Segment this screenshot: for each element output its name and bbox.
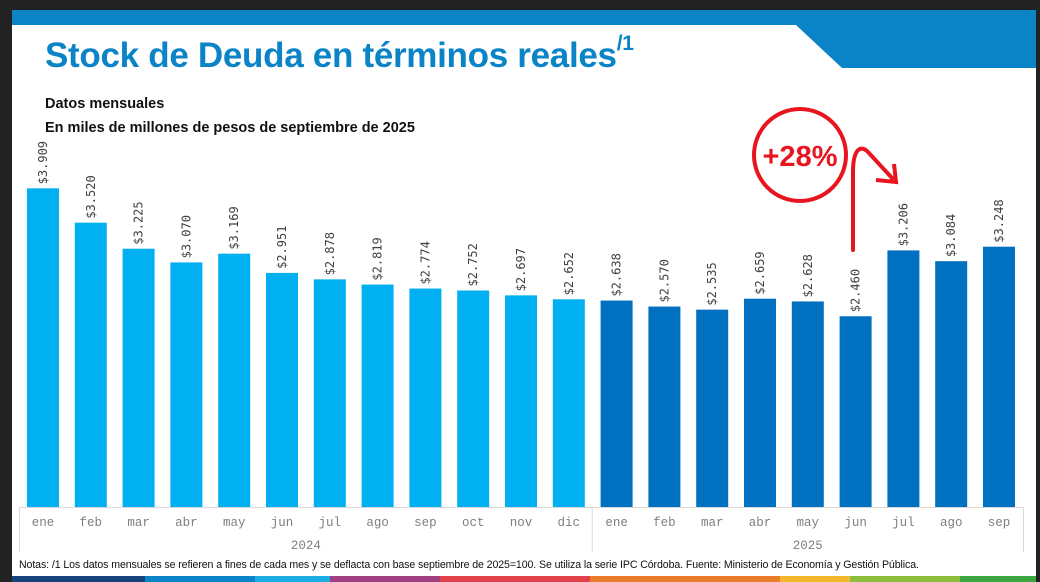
value-label: $3.206 xyxy=(896,203,910,246)
value-label: $3.084 xyxy=(944,214,958,257)
stripe-segment xyxy=(330,576,440,582)
value-label: $2.628 xyxy=(801,254,815,297)
bar-2025-feb xyxy=(648,306,681,507)
x-tick-label: mar xyxy=(701,516,724,530)
bar-2025-ago xyxy=(935,261,968,507)
bar-2025-abr xyxy=(744,298,776,507)
value-label: $2.535 xyxy=(705,262,719,305)
x-tick-label: feb xyxy=(80,516,103,530)
x-tick-label: nov xyxy=(510,516,533,530)
value-label: $3.248 xyxy=(992,199,1006,242)
x-tick-label: mar xyxy=(127,516,150,530)
bar-2024-sep xyxy=(409,288,442,507)
bar-2024-dic xyxy=(552,299,585,507)
bar-2025-sep xyxy=(983,246,1015,508)
x-tick-label: jul xyxy=(892,516,915,530)
stripe-segment xyxy=(12,576,145,582)
bar-2024-oct xyxy=(457,290,490,507)
stripe-segment xyxy=(145,576,255,582)
axis-frame xyxy=(19,507,1024,552)
x-group-label-2025: 2025 xyxy=(793,539,823,553)
title-text: Stock de Deuda en términos reales xyxy=(45,36,617,75)
value-label: $2.570 xyxy=(657,259,671,302)
value-label: $2.638 xyxy=(610,253,624,296)
stripe-segment xyxy=(850,576,960,582)
value-label: $3.520 xyxy=(84,175,98,218)
bar-2024-jun xyxy=(266,272,298,507)
x-tick-label: abr xyxy=(749,516,772,530)
value-labels: $3.909 $3.520 $3.225 $3.070 $3.169 $2.951 $2.8… xyxy=(36,141,1006,312)
title-footnote-mark: /1 xyxy=(616,32,634,55)
bar-2024-nov xyxy=(505,295,537,507)
stripe-segment xyxy=(780,576,850,582)
value-label: $2.460 xyxy=(849,269,863,312)
bar-2024-mar xyxy=(122,248,155,507)
slide: Stock de Deuda en términos reales/1 Dato… xyxy=(12,10,1036,582)
bar-2024-jul xyxy=(313,279,346,507)
page-title: Stock de Deuda en términos reales/1 xyxy=(45,32,634,76)
bar-2024-ene xyxy=(27,188,59,507)
value-label: $3.225 xyxy=(132,201,146,244)
x-tick-label: ene xyxy=(32,516,55,530)
stripe-segment xyxy=(590,576,780,582)
bar-2025-jul xyxy=(887,250,920,507)
x-tick-label: ago xyxy=(940,516,963,530)
value-label: $3.169 xyxy=(227,206,241,249)
value-label: $2.819 xyxy=(371,237,385,280)
value-label: $3.909 xyxy=(36,141,50,184)
bar-2024-feb xyxy=(74,222,107,507)
bar-2025-jun xyxy=(839,316,872,507)
value-label: $2.951 xyxy=(275,226,289,269)
value-label: $3.070 xyxy=(179,215,193,258)
x-tick-label: ene xyxy=(605,516,628,530)
x-tick-label: sep xyxy=(414,516,437,530)
x-tick-label: feb xyxy=(653,516,676,530)
bar-2024-may xyxy=(218,253,251,507)
x-tick-label: oct xyxy=(462,516,485,530)
value-label: $2.659 xyxy=(753,251,767,294)
bar-2024-abr xyxy=(170,262,203,507)
subtitle-frequency: Datos mensuales xyxy=(45,96,165,112)
bar-2025-may xyxy=(791,301,824,507)
bar-chart: $3.909 $3.520 $3.225 $3.070 $3.169 $2.951 $2.8… xyxy=(19,141,1024,553)
subtitle-units: En miles de millones de pesos de septiem… xyxy=(45,120,415,136)
value-label: $2.697 xyxy=(514,248,528,291)
footnote: Notas: /1 Los datos mensuales se refiere… xyxy=(19,559,919,571)
value-label: $2.752 xyxy=(466,243,480,286)
x-tick-label: sep xyxy=(988,516,1011,530)
stripe-segment xyxy=(960,576,1036,582)
x-tick-label: may xyxy=(797,516,820,530)
value-label: $2.774 xyxy=(418,241,432,284)
x-tick-label: jun xyxy=(271,516,294,530)
x-group-label-2024: 2024 xyxy=(291,539,321,553)
value-label: $2.652 xyxy=(562,252,576,295)
value-label: $2.878 xyxy=(323,232,337,275)
stripe-segment xyxy=(440,576,590,582)
bar-2025-ene xyxy=(600,300,633,507)
x-tick-label: jul xyxy=(319,516,342,530)
header-band-shape xyxy=(12,10,1036,68)
x-tick-label: may xyxy=(223,516,246,530)
x-tick-label: jun xyxy=(844,516,867,530)
stripe-segment xyxy=(255,576,330,582)
bar-2025-mar xyxy=(696,309,729,507)
header-band xyxy=(12,10,1036,68)
x-tick-label: abr xyxy=(175,516,198,530)
bars xyxy=(27,188,1015,508)
bar-2024-ago xyxy=(361,284,394,507)
x-tick-label: ago xyxy=(366,516,389,530)
x-tick-label: dic xyxy=(558,516,581,530)
bottom-color-stripe xyxy=(12,576,1036,582)
x-tick-labels: ene feb mar abr may jun jul ago sep oct nov dic 2024… xyxy=(32,516,1011,553)
